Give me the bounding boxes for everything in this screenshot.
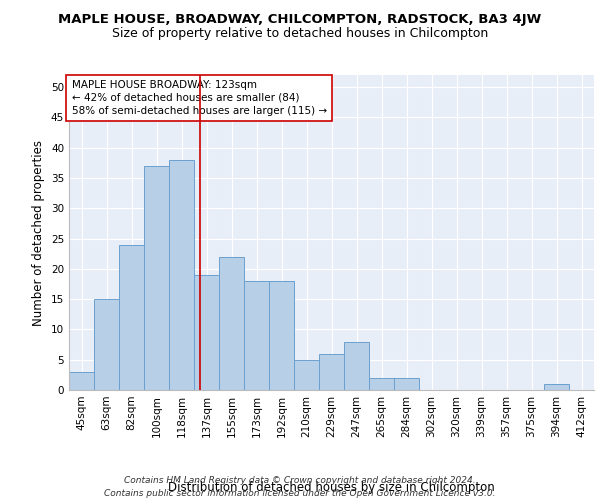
- Bar: [294, 360, 319, 390]
- Bar: [544, 384, 569, 390]
- Bar: [119, 244, 144, 390]
- Bar: [194, 275, 219, 390]
- Text: MAPLE HOUSE BROADWAY: 123sqm
← 42% of detached houses are smaller (84)
58% of se: MAPLE HOUSE BROADWAY: 123sqm ← 42% of de…: [71, 80, 327, 116]
- Text: Contains HM Land Registry data © Crown copyright and database right 2024.
Contai: Contains HM Land Registry data © Crown c…: [104, 476, 496, 498]
- Bar: [344, 342, 369, 390]
- Bar: [369, 378, 394, 390]
- Bar: [94, 299, 119, 390]
- Bar: [269, 281, 294, 390]
- Bar: [169, 160, 194, 390]
- Bar: [394, 378, 419, 390]
- Bar: [244, 281, 269, 390]
- Bar: [69, 372, 94, 390]
- Text: MAPLE HOUSE, BROADWAY, CHILCOMPTON, RADSTOCK, BA3 4JW: MAPLE HOUSE, BROADWAY, CHILCOMPTON, RADS…: [58, 12, 542, 26]
- Bar: [319, 354, 344, 390]
- Text: Size of property relative to detached houses in Chilcompton: Size of property relative to detached ho…: [112, 28, 488, 40]
- Y-axis label: Number of detached properties: Number of detached properties: [32, 140, 46, 326]
- X-axis label: Distribution of detached houses by size in Chilcompton: Distribution of detached houses by size …: [168, 482, 495, 494]
- Bar: [144, 166, 169, 390]
- Bar: [219, 256, 244, 390]
